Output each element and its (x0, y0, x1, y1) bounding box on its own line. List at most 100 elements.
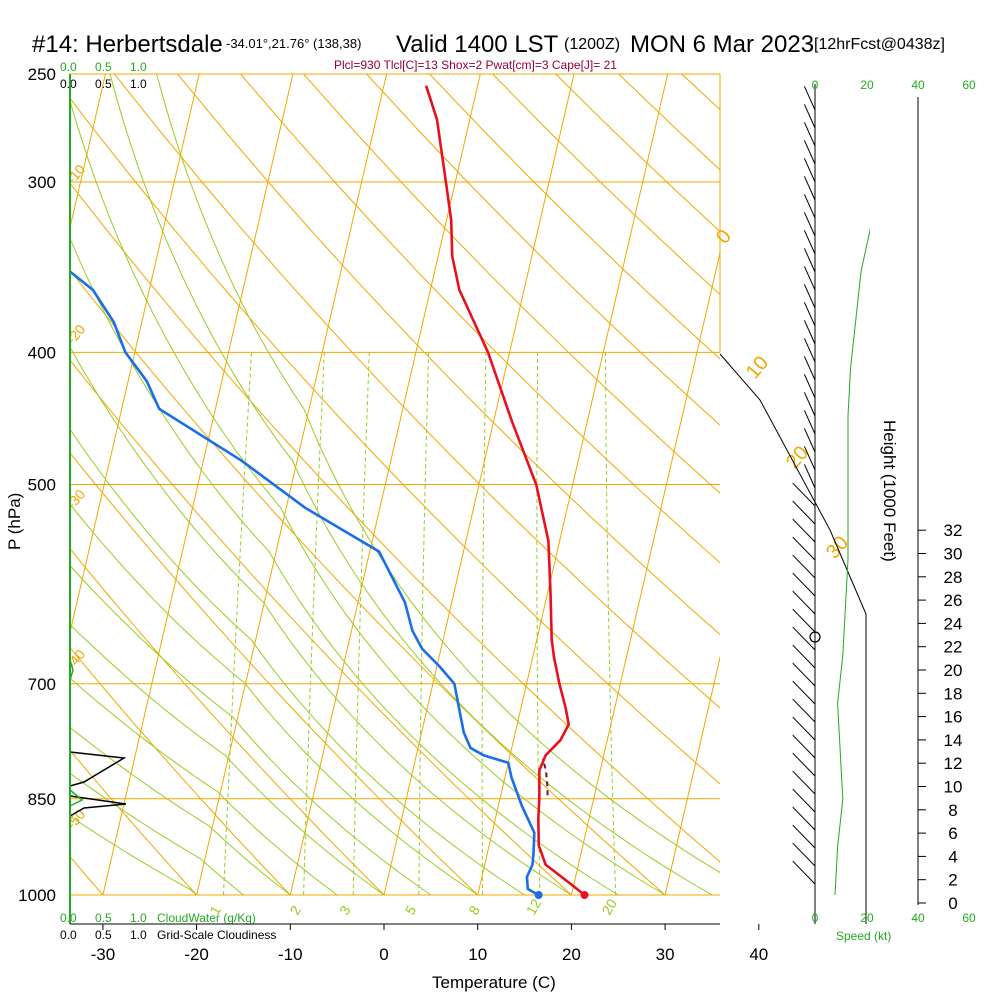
dry-adiabat-line (70, 646, 291, 896)
temperature-line (424, 85, 586, 897)
height-tick-label: 16 (944, 708, 963, 727)
height-tick-label: 12 (944, 754, 963, 773)
isotherm-label: 10 (742, 352, 773, 383)
forecast-date: MON 6 Mar 2023 (630, 31, 814, 58)
top-green-1: 0.5 (95, 60, 112, 74)
moist-adiabat-line (109, 74, 713, 896)
isotherm-label: 0 (712, 226, 736, 249)
wind-barb (803, 122, 816, 147)
wind-barb (792, 824, 816, 849)
dewpoint-surface-point (534, 891, 543, 899)
wind-barb (803, 428, 816, 453)
cloud-scale-bottom: 0.0 0.5 1.0 CloudWater (g/Kg) 0.0 0.5 1.… (60, 911, 276, 942)
wind-barb (792, 500, 816, 525)
sounding-series (70, 85, 589, 899)
x-tick-labels: -30 -20 -10 0 10 20 30 40 (91, 924, 768, 964)
top-green-0: 0.0 (60, 60, 77, 74)
height-tick-label: 32 (944, 521, 963, 540)
mixing-ratio-label: 20 (598, 896, 620, 918)
cloudiness-title: Grid-Scale Cloudiness (157, 928, 276, 942)
dry-adiabat-line (70, 359, 572, 896)
height-tick-label: 18 (944, 684, 963, 703)
wind-barb (803, 140, 816, 165)
isotherm-label: -40 (63, 646, 88, 672)
height-tick-label: 10 (944, 778, 963, 797)
y-tick-label: 400 (28, 343, 56, 362)
wind-barb (803, 446, 816, 471)
wind-barb (803, 374, 816, 399)
wind-top-label: 20 (860, 78, 874, 92)
dry-adiabat-line (0, 74, 9, 895)
wind-top-label: 0 (812, 78, 819, 92)
bottom-green-2: 1.0 (130, 911, 147, 925)
wind-barb (792, 626, 816, 651)
x-tick-label: -20 (184, 945, 209, 964)
wind-barb (803, 86, 816, 111)
wind-bottom-label: 20 (860, 911, 874, 925)
dry-adiabat-line (177, 74, 720, 636)
isotherm-line (759, 74, 949, 895)
mixing-ratio-labels: 1 2 3 5 8 12 20 (206, 896, 620, 918)
bottom-black-1: 0.5 (95, 928, 112, 942)
wind-barb (792, 644, 816, 669)
parcel-line (541, 758, 549, 796)
height-tick-label: 24 (944, 614, 963, 633)
height-tick-label: 0 (948, 894, 957, 913)
dry-adiabat-line (70, 452, 479, 896)
wind-top-label: 40 (911, 78, 925, 92)
dewpoint-line (70, 269, 540, 897)
cloud-scale-top: 0.0 0.5 1.0 0.0 0.5 1.0 (60, 60, 147, 91)
mixing-ratio-label: 12 (523, 896, 545, 918)
y-tick-label: 1000 (18, 886, 56, 905)
dry-adiabat-line (70, 97, 720, 785)
moist-adiabat-line (70, 623, 385, 896)
wind-barb (792, 698, 816, 723)
wind-barb (803, 194, 816, 219)
wind-barb (792, 554, 816, 579)
station-title: #14: Herbertsdale (32, 31, 223, 58)
isotherm-line (664, 655, 720, 896)
moist-adiabat-line (70, 503, 478, 896)
dry-adiabat-line (366, 74, 720, 426)
temperature-surface-point (580, 891, 589, 899)
x-tick-label: 20 (562, 945, 581, 964)
height-axis-title: Height (1000 Feet) (880, 420, 899, 562)
wind-barb (803, 464, 816, 489)
wind-barb (803, 320, 816, 345)
mixing-ratio-label: 3 (336, 903, 354, 918)
y-tick-label: 850 (28, 790, 56, 809)
station-coords: -34.01°,21.76° (138,38) (226, 36, 361, 51)
isotherm-label: 20 (782, 442, 813, 473)
moist-adiabat-line (70, 564, 432, 896)
isotherm-line (0, 74, 12, 895)
wind-barb (792, 770, 816, 795)
dry-adiabat-line (303, 74, 720, 494)
height-tick-label: 28 (944, 568, 963, 587)
wind-barb (792, 716, 816, 741)
wind-speed-line (834, 227, 870, 896)
wind-barb (792, 752, 816, 777)
moist-adiabat-line (70, 772, 244, 896)
height-tick-label: 8 (948, 801, 957, 820)
height-tick-label: 30 (944, 545, 963, 564)
dry-adiabat-line (240, 74, 720, 564)
wind-bottom-label: 60 (962, 911, 976, 925)
dry-adiabat-line (429, 74, 720, 360)
moist-adiabat-line (70, 677, 338, 896)
wind-barb (792, 662, 816, 687)
isotherm-label: -50 (63, 806, 88, 832)
wind-barb (803, 230, 816, 255)
moist-adiabat-line (70, 237, 619, 896)
wind-speed-profile (834, 227, 870, 896)
top-green-2: 1.0 (130, 60, 147, 74)
wind-barb (803, 176, 816, 201)
wind-barb (803, 248, 816, 273)
isotherm-label: -20 (63, 321, 88, 347)
wind-barb (792, 806, 816, 831)
wind-barb (792, 536, 816, 561)
wind-barb (803, 356, 816, 381)
wind-barb (792, 608, 816, 633)
